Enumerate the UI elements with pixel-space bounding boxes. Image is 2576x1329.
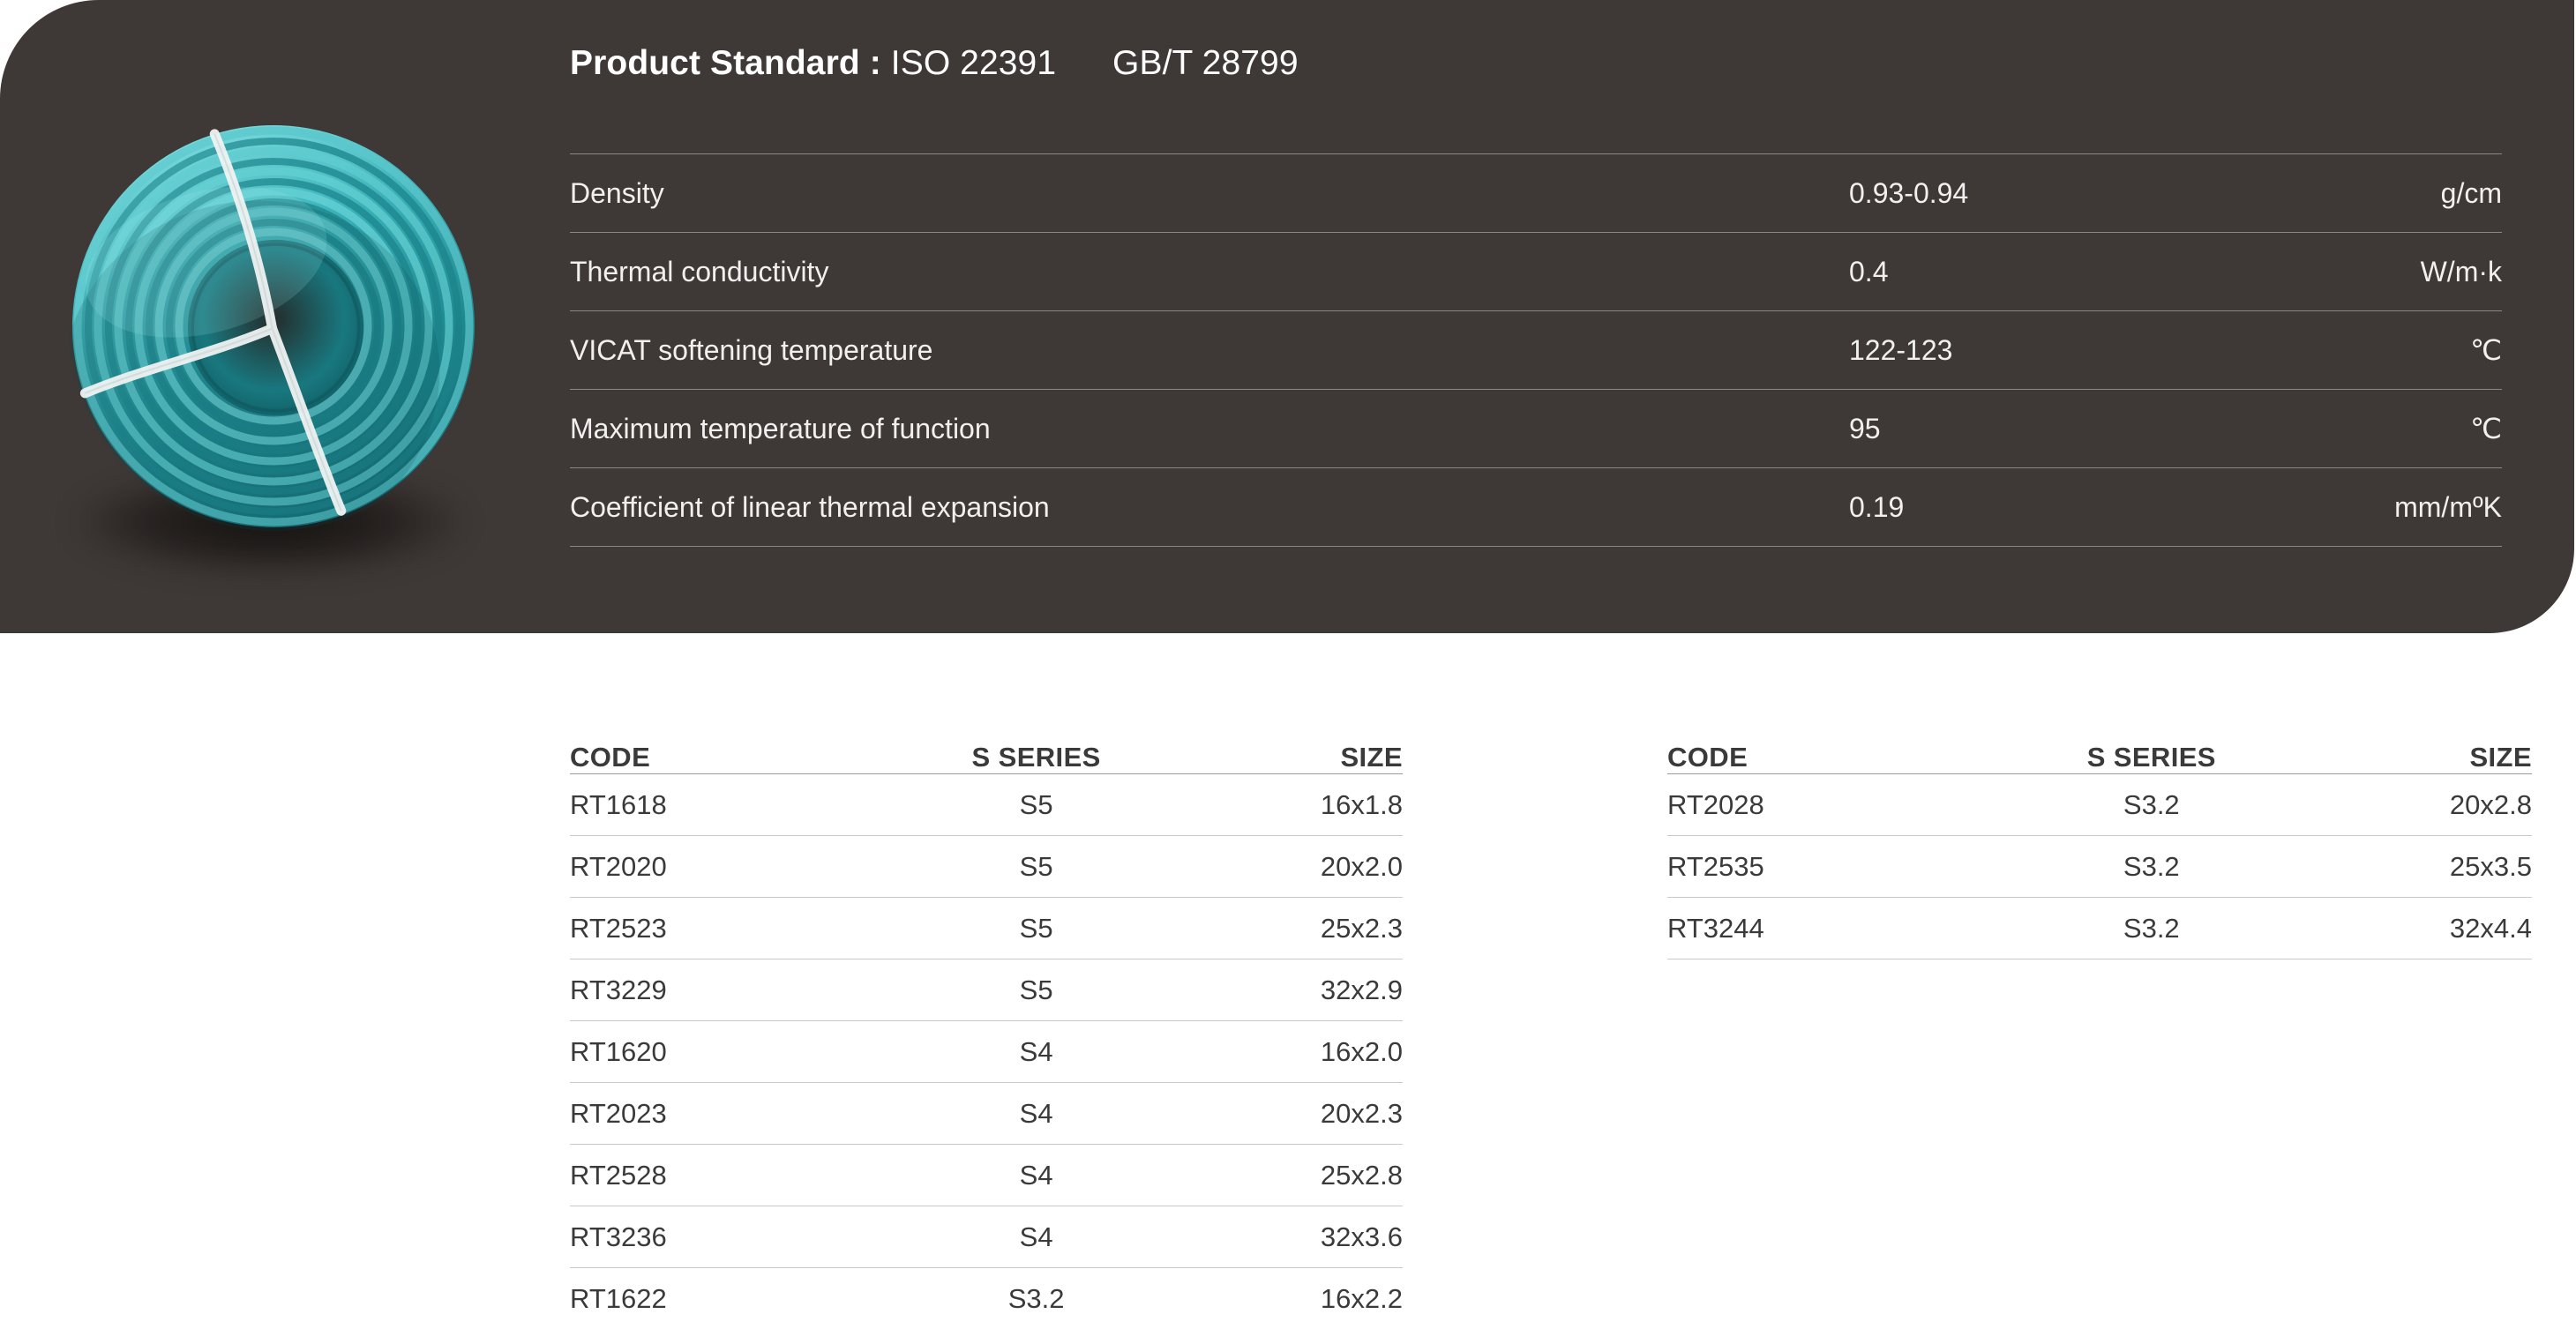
coil-windings bbox=[62, 125, 475, 556]
table-row[interactable]: RT3236 S4 32x3.6 bbox=[570, 1206, 1403, 1267]
table-row[interactable]: RT2535 S3.2 25x3.5 bbox=[1667, 835, 2532, 897]
cell-series: S4 bbox=[1019, 1221, 1053, 1252]
cell-size: 20x2.3 bbox=[1320, 1097, 1403, 1129]
product-spec-panel: Product Standard : ISO 22391 GB/T 28799 … bbox=[0, 0, 2574, 633]
product-code-table-right: CODE S SERIES SIZE RT2028 S3.2 20x2.8 RT… bbox=[1667, 728, 2532, 959]
table-row[interactable]: RT2023 S4 20x2.3 bbox=[570, 1082, 1403, 1144]
table-row[interactable]: RT2028 S3.2 20x2.8 bbox=[1667, 773, 2532, 835]
cell-code: RT3244 bbox=[1667, 912, 1764, 944]
spec-label: VICAT softening temperature bbox=[570, 333, 933, 366]
spec-label: Density bbox=[570, 176, 664, 209]
cell-code: RT2523 bbox=[570, 912, 667, 944]
product-standard-gbt: GB/T 28799 bbox=[1112, 44, 1299, 82]
cell-code: RT3229 bbox=[570, 974, 667, 1005]
pipe-coil-svg bbox=[62, 125, 475, 556]
table-row[interactable]: RT3229 S5 32x2.9 bbox=[570, 959, 1403, 1020]
spec-unit: W/m·k bbox=[2420, 255, 2502, 287]
cell-code: RT2020 bbox=[570, 850, 667, 882]
spec-value: 0.93-0.94 bbox=[1849, 176, 1969, 209]
cell-series: S3.2 bbox=[1007, 1282, 1065, 1314]
cell-size: 16x1.8 bbox=[1320, 788, 1403, 820]
cell-size: 16x2.0 bbox=[1320, 1035, 1403, 1067]
cell-series: S5 bbox=[1019, 850, 1053, 882]
cell-code: RT2535 bbox=[1667, 850, 1764, 882]
cell-code: RT1620 bbox=[570, 1035, 667, 1067]
cell-series: S5 bbox=[1019, 912, 1053, 944]
column-header-code: CODE bbox=[1667, 742, 1749, 773]
cell-size: 25x2.3 bbox=[1320, 912, 1403, 944]
spec-row: Maximum temperature of function 95 ℃ bbox=[570, 389, 2502, 467]
cell-series: S3.2 bbox=[2123, 912, 2180, 944]
spec-value: 0.19 bbox=[1849, 490, 1905, 523]
cell-code: RT2028 bbox=[1667, 788, 1764, 820]
spec-unit: mm/mºK bbox=[2394, 490, 2502, 523]
cell-series: S3.2 bbox=[2123, 850, 2180, 882]
cell-size: 16x2.2 bbox=[1320, 1282, 1403, 1314]
spec-unit: ℃ bbox=[2470, 334, 2502, 366]
cell-code: RT1618 bbox=[570, 788, 667, 820]
spec-value: 0.4 bbox=[1849, 255, 1889, 287]
cell-size: 32x3.6 bbox=[1320, 1221, 1403, 1252]
cell-series: S4 bbox=[1019, 1097, 1053, 1129]
spec-row: Coefficient of linear thermal expansion … bbox=[570, 467, 2502, 547]
column-header-series: S SERIES bbox=[2086, 742, 2216, 773]
spec-value: 95 bbox=[1849, 412, 1881, 444]
table-row[interactable]: RT2020 S5 20x2.0 bbox=[570, 835, 1403, 897]
table-row[interactable]: RT1620 S4 16x2.0 bbox=[570, 1020, 1403, 1082]
spec-unit: g/cm bbox=[2440, 176, 2502, 209]
cell-code: RT3236 bbox=[570, 1221, 667, 1252]
table-row[interactable]: RT2523 S5 25x2.3 bbox=[570, 897, 1403, 959]
spec-value: 122-123 bbox=[1849, 333, 1953, 366]
table-row[interactable]: RT1622 S3.2 16x2.2 bbox=[570, 1267, 1403, 1329]
spec-row: VICAT softening temperature 122-123 ℃ bbox=[570, 310, 2502, 389]
cell-size: 25x3.5 bbox=[2449, 850, 2532, 882]
cell-code: RT2023 bbox=[570, 1097, 667, 1129]
cell-code: RT1622 bbox=[570, 1282, 667, 1314]
spec-row: Density 0.93-0.94 g/cm bbox=[570, 153, 2502, 232]
table-header-row: CODE S SERIES SIZE bbox=[570, 728, 1403, 773]
spec-row: Thermal conductivity 0.4 W/m·k bbox=[570, 232, 2502, 310]
cell-series: S3.2 bbox=[2123, 788, 2180, 820]
cell-series: S4 bbox=[1019, 1035, 1053, 1067]
product-image-coil bbox=[35, 106, 512, 600]
cell-size: 32x4.4 bbox=[2449, 912, 2532, 944]
column-header-code: CODE bbox=[570, 742, 651, 773]
spec-label: Coefficient of linear thermal expansion bbox=[570, 490, 1050, 523]
cell-series: S5 bbox=[1019, 974, 1053, 1005]
product-code-table-left: CODE S SERIES SIZE RT1618 S5 16x1.8 RT20… bbox=[570, 728, 1403, 1329]
cell-series: S4 bbox=[1019, 1159, 1053, 1191]
cell-size: 25x2.8 bbox=[1320, 1159, 1403, 1191]
spec-label: Thermal conductivity bbox=[570, 255, 829, 287]
cell-code: RT2528 bbox=[570, 1159, 667, 1191]
table-header-row: CODE S SERIES SIZE bbox=[1667, 728, 2532, 773]
spec-unit: ℃ bbox=[2470, 413, 2502, 444]
cell-series: S5 bbox=[1019, 788, 1053, 820]
panel-title: Product Standard : ISO 22391 GB/T 28799 bbox=[570, 44, 1299, 83]
column-header-size: SIZE bbox=[1340, 742, 1403, 773]
spec-table: Density 0.93-0.94 g/cm Thermal conductiv… bbox=[570, 153, 2502, 547]
column-header-size: SIZE bbox=[2469, 742, 2532, 773]
table-row[interactable]: RT1618 S5 16x1.8 bbox=[570, 773, 1403, 835]
table-row[interactable]: RT3244 S3.2 32x4.4 bbox=[1667, 897, 2532, 959]
product-standard-iso: ISO 22391 bbox=[890, 44, 1057, 82]
pipe-coil-illustration bbox=[0, 52, 561, 601]
cell-size: 20x2.8 bbox=[2449, 788, 2532, 820]
spec-label: Maximum temperature of function bbox=[570, 412, 991, 444]
column-header-series: S SERIES bbox=[971, 742, 1101, 773]
cell-size: 32x2.9 bbox=[1320, 974, 1403, 1005]
product-standard-label: Product Standard : bbox=[570, 44, 881, 82]
table-row[interactable]: RT2528 S4 25x2.8 bbox=[570, 1144, 1403, 1206]
cell-size: 20x2.0 bbox=[1320, 850, 1403, 882]
